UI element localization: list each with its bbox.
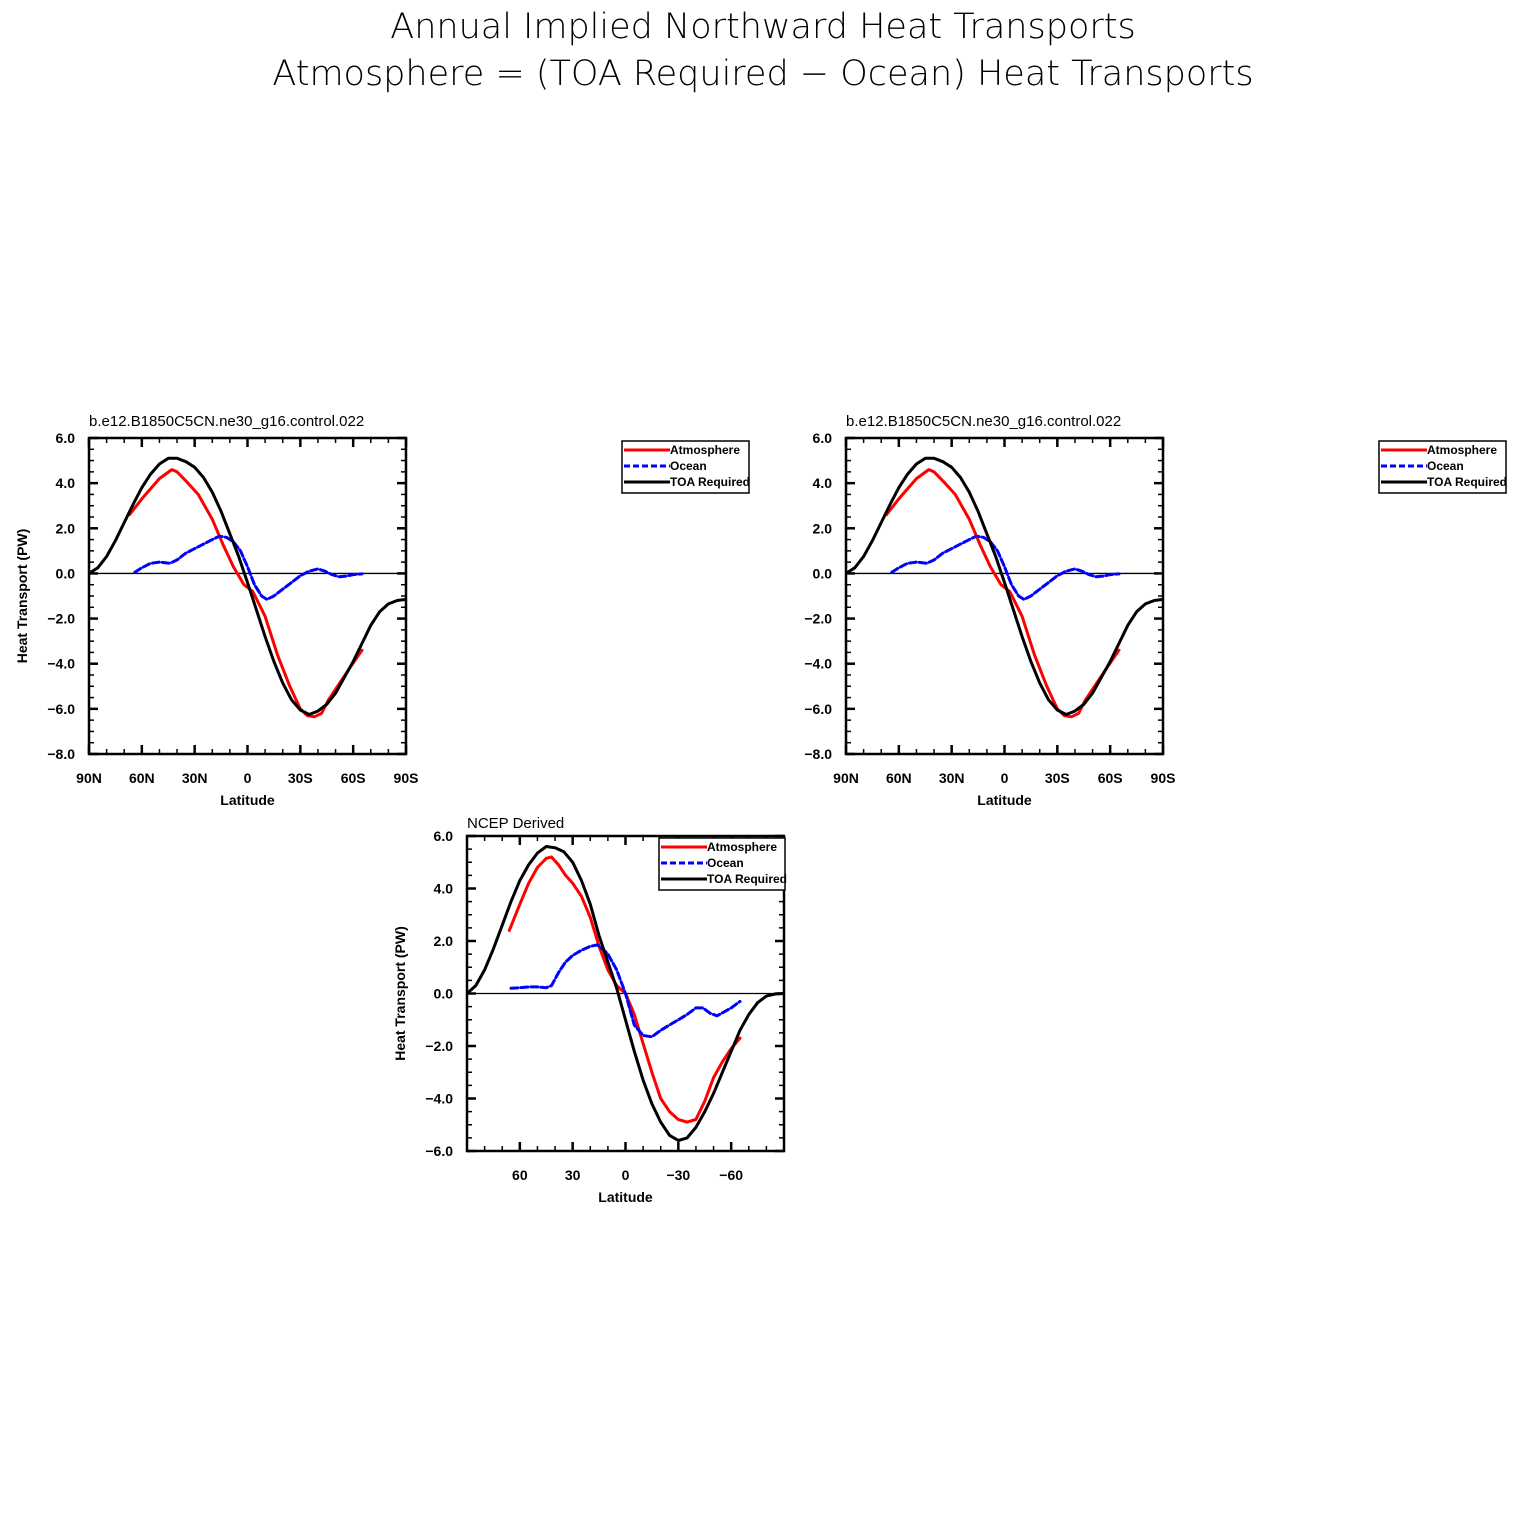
y-tick-label: −4.0 <box>47 656 75 672</box>
chart-title: NCEP Derived <box>467 815 564 832</box>
series-group <box>89 456 406 719</box>
y-axis-title: Heat Transport (PW) <box>392 926 408 1061</box>
legend: Atmosphere Ocean TOA Required <box>1378 440 1507 494</box>
series-line-toa-required <box>846 456 1163 716</box>
legend-label: TOA Required <box>670 475 750 489</box>
legend-label: Atmosphere <box>670 443 740 457</box>
y-tick-label: −6.0 <box>425 1143 453 1159</box>
x-tick-label: 30S <box>288 770 313 786</box>
figure-title-line1: Annual Implied Northward Heat Transports <box>390 7 1135 47</box>
y-tick-label: 4.0 <box>434 881 454 897</box>
x-tick-label: 0 <box>244 770 252 786</box>
legend-label: TOA Required <box>707 872 787 886</box>
figure-title-line2: Atmosphere = (TOA Required − Ocean) Heat… <box>272 54 1253 94</box>
y-axis-title: Heat Transport (PW) <box>14 529 30 664</box>
x-tick-label: 60S <box>341 770 366 786</box>
x-tick-label: 0 <box>622 1167 630 1183</box>
y-tick-label: 4.0 <box>56 475 76 491</box>
y-tick-label: 0.0 <box>434 986 454 1002</box>
series-line-atmosphere <box>128 468 364 719</box>
series-line-ocean <box>133 534 364 601</box>
x-tick-label: 30S <box>1045 770 1070 786</box>
x-tick-label: 30N <box>939 770 965 786</box>
legend-label: Atmosphere <box>707 840 777 854</box>
y-tick-label: 6.0 <box>434 828 454 844</box>
series-line-ocean <box>890 534 1121 601</box>
x-axis-title: Latitude <box>220 792 275 808</box>
x-tick-label: 30N <box>182 770 208 786</box>
legend-label: Ocean <box>1427 459 1464 473</box>
x-tick-label: 90S <box>1151 770 1176 786</box>
series-group <box>846 456 1163 719</box>
plot-frame <box>87 436 408 756</box>
series-line-ocean <box>509 943 742 1039</box>
y-tick-label: 4.0 <box>813 475 833 491</box>
x-tick-label: 30 <box>565 1167 581 1183</box>
series-line-atmosphere <box>507 855 742 1124</box>
series-line-toa-required <box>467 845 784 1142</box>
x-tick-label: 60 <box>512 1167 528 1183</box>
x-tick-label: −30 <box>666 1167 690 1183</box>
legend-label: Ocean <box>670 459 707 473</box>
y-tick-label: −2.0 <box>47 611 75 627</box>
series-group <box>467 845 784 1142</box>
x-tick-label: 60S <box>1098 770 1123 786</box>
chart-title: b.e12.B1850C5CN.ne30_g16.control.022 <box>846 413 1121 430</box>
y-tick-label: −4.0 <box>425 1091 453 1107</box>
y-tick-label: −8.0 <box>47 746 75 762</box>
legend-label: Ocean <box>707 856 744 870</box>
x-tick-label: 90S <box>394 770 419 786</box>
y-tick-label: −2.0 <box>425 1038 453 1054</box>
legend-label: Atmosphere <box>1427 443 1497 457</box>
y-tick-label: 0.0 <box>56 565 76 581</box>
y-tick-label: 2.0 <box>434 933 454 949</box>
y-tick-label: 2.0 <box>56 520 76 536</box>
y-tick-label: −4.0 <box>804 656 832 672</box>
y-tick-label: −6.0 <box>804 701 832 717</box>
y-tick-label: 2.0 <box>813 520 833 536</box>
y-tick-label: −8.0 <box>804 746 832 762</box>
series-line-toa-required <box>89 456 406 716</box>
legend-label: TOA Required <box>1427 475 1507 489</box>
y-tick-label: 0.0 <box>813 565 833 581</box>
x-axis-title: Latitude <box>977 792 1032 808</box>
legend: Atmosphere Ocean TOA Required <box>658 837 787 891</box>
chart-title: b.e12.B1850C5CN.ne30_g16.control.022 <box>89 413 364 430</box>
chart-panel-3: 6.0 4.0 2.0 0.0 −2.0 −4.0 −6.0 60 30 0 −30 −60 Latit… <box>392 815 787 1205</box>
x-tick-label: 60N <box>129 770 155 786</box>
x-tick-label: 90N <box>833 770 859 786</box>
x-tick-label: −60 <box>719 1167 743 1183</box>
y-tick-label: −6.0 <box>47 701 75 717</box>
y-tick-label: 6.0 <box>813 430 833 446</box>
y-tick-label: −2.0 <box>804 611 832 627</box>
legend: Atmosphere Ocean TOA Required <box>621 440 750 494</box>
x-axis-title: Latitude <box>598 1189 653 1205</box>
x-tick-label: 90N <box>76 770 102 786</box>
y-tick-label: 6.0 <box>56 430 76 446</box>
series-line-atmosphere <box>885 468 1121 719</box>
x-tick-label: 0 <box>1001 770 1009 786</box>
x-tick-label: 60N <box>886 770 912 786</box>
plot-frame <box>844 436 1165 756</box>
